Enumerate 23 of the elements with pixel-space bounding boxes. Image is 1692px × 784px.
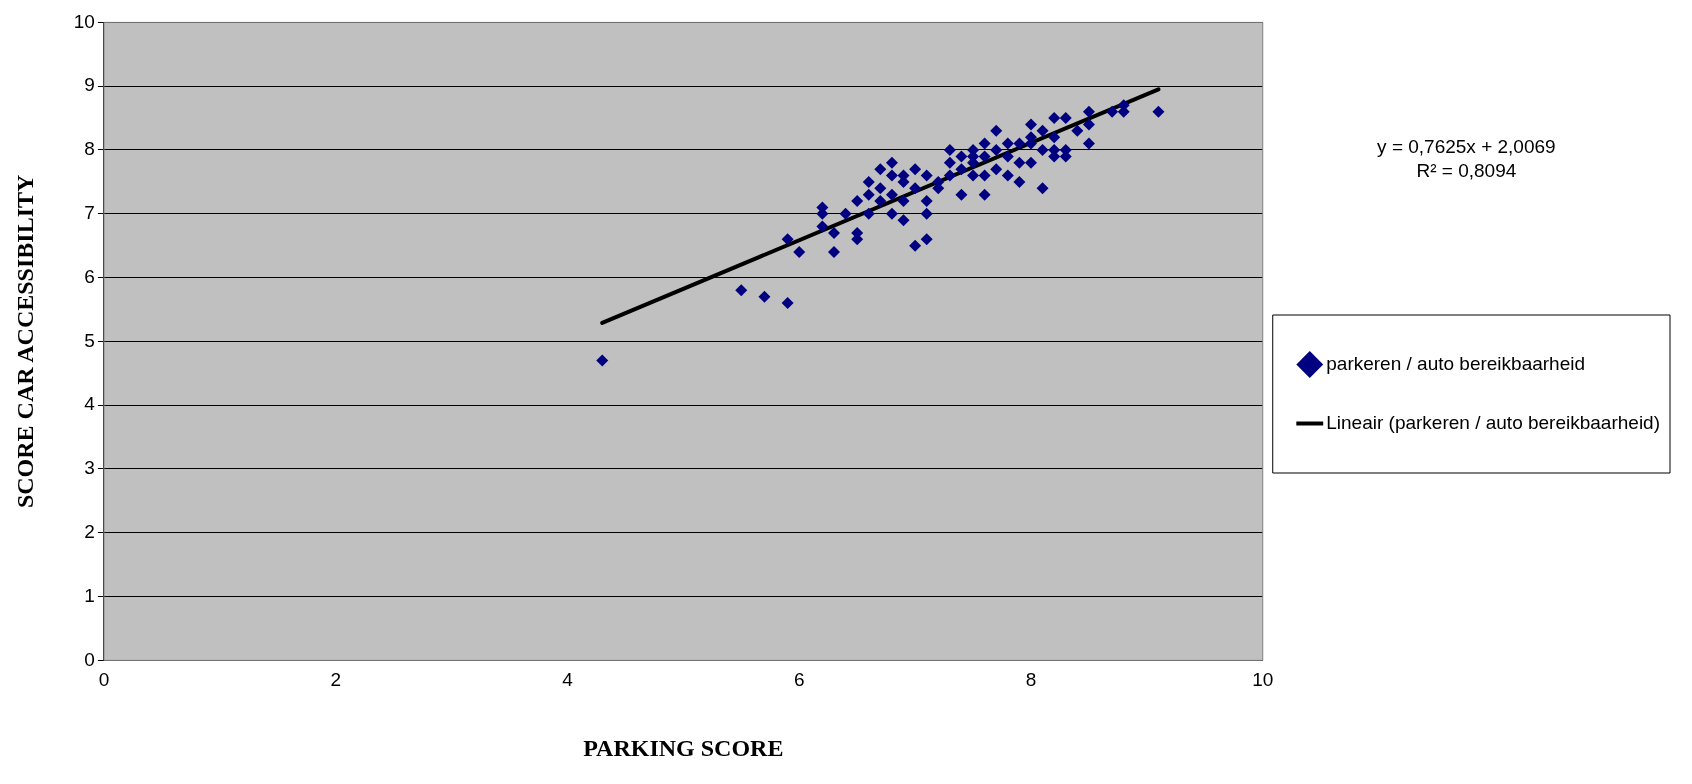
y-tick-label: 7 [84,202,95,224]
x-tick-label: 4 [562,669,574,691]
x-tick-label: 2 [330,669,341,691]
y-tick-label: 0 [84,648,95,670]
y-tick-label: 6 [84,265,95,287]
text: R² = 0,8094 [1416,160,1517,181]
y-tick-label: 4 [84,393,96,415]
x-tick-label: 10 [1252,669,1274,691]
y-tick-label: 5 [84,329,95,351]
y-tick-label: 8 [84,138,95,160]
x-axis-title: PARKING SCORE [583,734,784,761]
legend-label: parkeren / auto bereikbaarheid [1326,352,1586,374]
x-tick-label: 0 [98,669,110,691]
y-tick-label: 9 [84,74,95,96]
y-tick-label: 2 [84,521,95,543]
x-tick-label: 8 [1025,669,1037,691]
x-tick-label: 6 [793,669,805,691]
y-tick-label: 10 [73,10,95,32]
y-tick-label: 3 [84,457,95,479]
legend-label: Lineair (parkeren / auto bereikbaarheid) [1326,411,1661,433]
text: y = 0,7625x + 2,0069 [1377,136,1556,157]
y-axis-title: SCORE CAR ACCESSIBILITY [11,174,38,509]
y-tick-label: 1 [84,584,95,606]
